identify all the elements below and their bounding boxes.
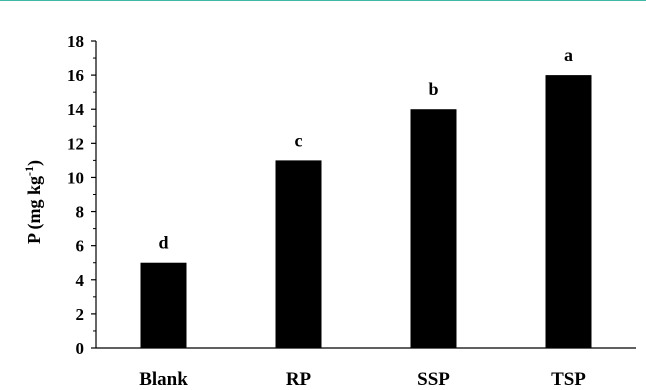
category-label-ssp: SSP bbox=[417, 369, 450, 390]
bar-rp bbox=[275, 160, 322, 348]
bars bbox=[140, 75, 592, 348]
bar-ssp bbox=[410, 109, 457, 348]
category-labels: Blank RP SSP TSP bbox=[139, 369, 586, 390]
y-tick-label: 4 bbox=[76, 271, 85, 290]
data-label-tsp: a bbox=[564, 45, 573, 65]
category-label-rp: RP bbox=[286, 369, 312, 390]
y-axis-title: P (mg kg-1) bbox=[22, 160, 45, 244]
category-label-tsp: TSP bbox=[551, 369, 586, 390]
data-label-blank: d bbox=[158, 233, 168, 253]
y-tick-label: 0 bbox=[76, 339, 85, 358]
bar-tsp bbox=[545, 75, 592, 348]
y-tick-label: 2 bbox=[76, 305, 85, 324]
y-tick-label: 8 bbox=[76, 203, 85, 222]
bar-blank bbox=[140, 262, 187, 348]
data-labels: d c b a bbox=[158, 45, 573, 253]
top-divider bbox=[0, 0, 646, 1]
y-axis-ticks: 0 2 4 6 8 10 12 14 16 18 bbox=[67, 32, 96, 358]
data-label-rp: c bbox=[295, 130, 303, 150]
data-label-ssp: b bbox=[428, 79, 438, 99]
y-tick-label: 14 bbox=[67, 100, 85, 119]
y-tick-label: 12 bbox=[67, 134, 84, 153]
y-tick-label: 18 bbox=[67, 32, 84, 51]
y-tick-label: 6 bbox=[76, 237, 85, 256]
y-tick-label: 10 bbox=[67, 168, 84, 187]
y-tick-label: 16 bbox=[67, 66, 84, 85]
category-label-blank: Blank bbox=[139, 369, 188, 390]
